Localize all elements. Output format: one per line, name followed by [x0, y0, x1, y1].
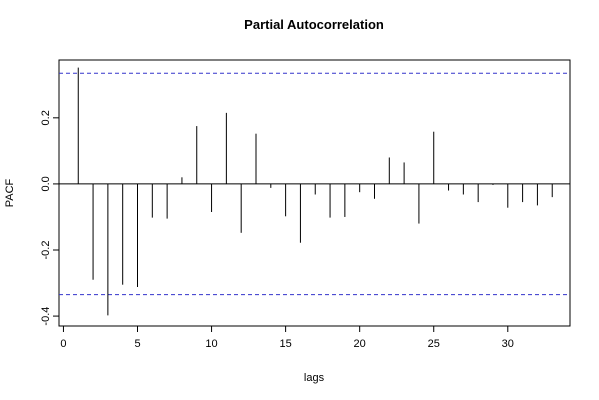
plot-frame: [58, 59, 571, 327]
y-axis: -0.4 -0.2 0.0 0.2: [40, 110, 59, 326]
x-tick-label-5: 5: [134, 338, 140, 350]
x-tick-label-30: 30: [502, 338, 514, 350]
x-tick-label-25: 25: [428, 338, 440, 350]
y-tick-label-1: -0.2: [40, 241, 52, 260]
pacf-spikes: [77, 67, 553, 316]
x-axis: 0 5 10 15 20 25 30: [60, 326, 514, 350]
x-tick-label-15: 15: [279, 338, 291, 350]
x-tick-label-10: 10: [205, 338, 217, 350]
chart-title: Partial Autocorrelation: [244, 17, 384, 32]
y-tick-label-3: 0.2: [40, 110, 52, 125]
x-tick-label-20: 20: [354, 338, 366, 350]
y-axis-label: PACF: [4, 178, 16, 207]
y-tick-label-0: -0.4: [40, 307, 52, 326]
confidence-band: [59, 72, 570, 296]
x-axis-label: lags: [304, 372, 325, 384]
x-tick-label-0: 0: [60, 338, 66, 350]
y-tick-label-2: 0.0: [40, 176, 52, 191]
